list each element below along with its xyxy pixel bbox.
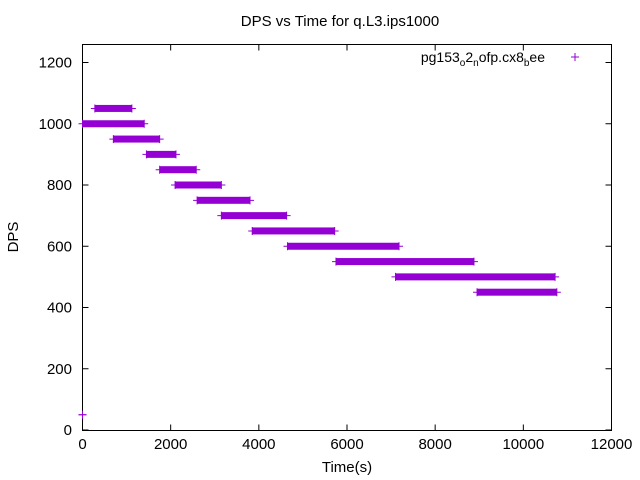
y-tick-label: 800 bbox=[47, 177, 72, 194]
data-point-marker bbox=[246, 196, 255, 205]
chart-title: DPS vs Time for q.L3.ips1000 bbox=[241, 13, 439, 30]
y-tick-label: 1200 bbox=[39, 55, 72, 72]
data-point-marker bbox=[395, 242, 404, 251]
data-series bbox=[78, 104, 561, 419]
data-segment-band bbox=[335, 258, 474, 266]
data-point-marker bbox=[90, 104, 99, 113]
data-segment-band bbox=[94, 104, 132, 112]
data-point-marker bbox=[473, 288, 482, 297]
data-segment bbox=[78, 410, 87, 419]
data-point-marker bbox=[155, 135, 164, 144]
data-point-marker bbox=[127, 104, 136, 113]
y-tick-label: 1000 bbox=[39, 116, 72, 133]
legend-label: pg153o2nofp.cx8bee bbox=[421, 49, 545, 69]
x-tick-label: 6000 bbox=[330, 436, 363, 453]
data-segment bbox=[331, 257, 478, 266]
data-segment bbox=[193, 196, 255, 205]
data-segment-band bbox=[252, 227, 335, 235]
data-point-marker bbox=[330, 226, 339, 235]
data-point-marker bbox=[217, 211, 226, 220]
y-tick-label: 400 bbox=[47, 300, 72, 317]
data-point-marker bbox=[192, 165, 201, 174]
data-segment bbox=[217, 211, 291, 220]
axis-ticks: 0 2000 4000 6000 8000 10000 12000 0 200 400 600 800… bbox=[39, 44, 633, 453]
data-point-marker bbox=[171, 181, 180, 189]
data-segment bbox=[78, 119, 149, 128]
data-point-marker bbox=[142, 150, 151, 159]
data-segment bbox=[142, 150, 180, 159]
x-axis-label: Time(s) bbox=[322, 459, 372, 476]
data-point-marker bbox=[282, 211, 291, 220]
data-point-marker bbox=[551, 272, 560, 281]
y-tick-label: 0 bbox=[64, 422, 72, 439]
x-tick-label: 12000 bbox=[591, 436, 633, 453]
data-segment bbox=[283, 242, 404, 251]
data-point-marker bbox=[391, 272, 400, 281]
data-segment-band bbox=[477, 288, 557, 296]
data-segment-band bbox=[113, 135, 160, 143]
data-point-marker bbox=[552, 288, 561, 297]
data-point-marker bbox=[78, 410, 87, 419]
data-segment-band bbox=[221, 212, 287, 220]
data-segment bbox=[171, 181, 226, 189]
data-segment-band bbox=[82, 120, 145, 128]
data-point-marker bbox=[140, 119, 149, 128]
data-segment bbox=[90, 104, 136, 113]
data-segment bbox=[155, 165, 201, 174]
data-point-marker bbox=[217, 181, 226, 189]
data-point-marker bbox=[193, 196, 202, 205]
data-point-marker bbox=[155, 165, 164, 174]
data-point-marker bbox=[469, 257, 478, 266]
x-tick-label: 0 bbox=[78, 436, 86, 453]
data-segment bbox=[391, 272, 560, 281]
data-segment bbox=[248, 226, 339, 235]
data-segment-band bbox=[175, 181, 222, 189]
y-axis-label: DPS bbox=[5, 222, 22, 253]
data-segment-band bbox=[146, 150, 176, 158]
x-tick-label: 8000 bbox=[418, 436, 451, 453]
data-segment-band bbox=[159, 166, 197, 174]
data-point-marker bbox=[248, 226, 257, 235]
data-point-marker bbox=[171, 150, 180, 159]
data-segment bbox=[109, 135, 164, 144]
x-tick-label: 2000 bbox=[154, 436, 187, 453]
y-tick-label: 200 bbox=[47, 361, 72, 378]
data-point-marker bbox=[331, 257, 340, 266]
data-point-marker bbox=[109, 135, 118, 144]
x-tick-label: 10000 bbox=[502, 436, 544, 453]
data-segment-band bbox=[287, 242, 400, 250]
data-point-marker bbox=[78, 119, 87, 128]
legend-marker bbox=[571, 53, 579, 61]
x-tick-label: 4000 bbox=[242, 436, 275, 453]
y-tick-label: 600 bbox=[47, 238, 72, 255]
legend: pg153o2nofp.cx8bee bbox=[421, 49, 579, 69]
data-segment bbox=[473, 288, 561, 297]
data-segment-band bbox=[197, 196, 251, 204]
data-point-marker bbox=[283, 242, 292, 251]
data-segment-band bbox=[395, 273, 556, 281]
